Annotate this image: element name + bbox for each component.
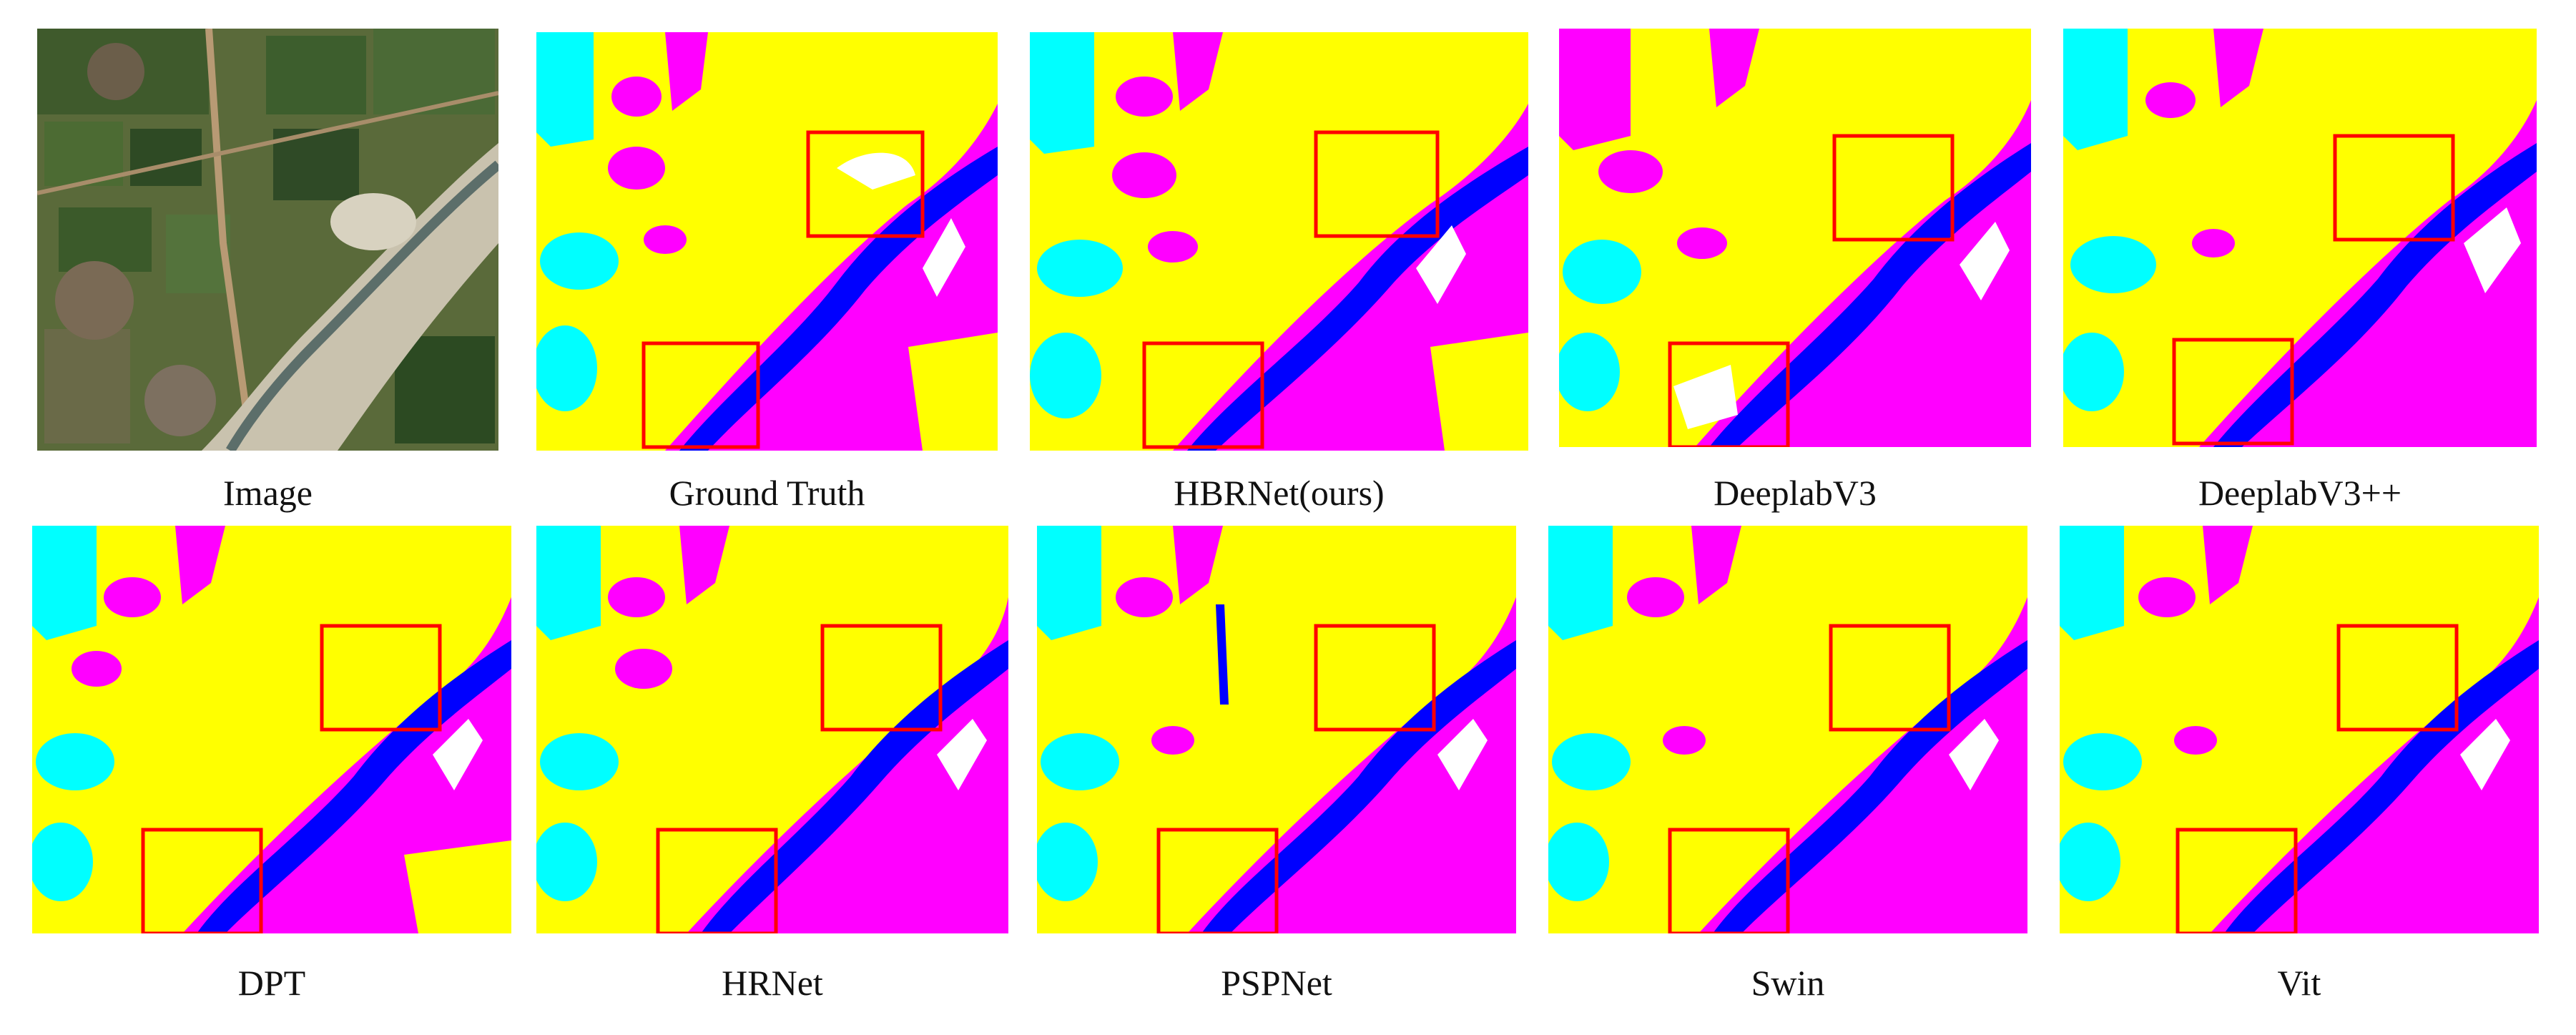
caption-deeplabv3: DeeplabV3 [1714, 473, 1877, 513]
deeplabv3pp-prediction-mask [2063, 29, 2537, 447]
ground-truth-mask [536, 32, 998, 451]
caption-dpt: DPT [237, 963, 306, 1003]
caption-deeplabv3pp: DeeplabV3++ [2198, 473, 2402, 513]
caption-hbrnet: HBRNet(ours) [1174, 473, 1385, 513]
caption-vit: Vit [2277, 963, 2321, 1003]
swin-prediction-mask [1548, 526, 2027, 933]
caption-hrnet: HRNet [722, 963, 823, 1003]
caption-pspnet: PSPNet [1221, 963, 1332, 1003]
deeplabv3-prediction-mask [1559, 29, 2031, 447]
hrnet-prediction-mask [536, 526, 1008, 933]
input-satellite-image [37, 29, 498, 451]
vit-prediction-mask [2060, 526, 2539, 933]
caption-ground-truth: Ground Truth [669, 473, 865, 513]
caption-image: Image [223, 473, 313, 513]
dpt-prediction-mask [32, 526, 511, 933]
caption-swin: Swin [1751, 963, 1825, 1003]
pspnet-prediction-mask [1037, 526, 1516, 933]
hbrnet-prediction-mask [1030, 32, 1528, 451]
